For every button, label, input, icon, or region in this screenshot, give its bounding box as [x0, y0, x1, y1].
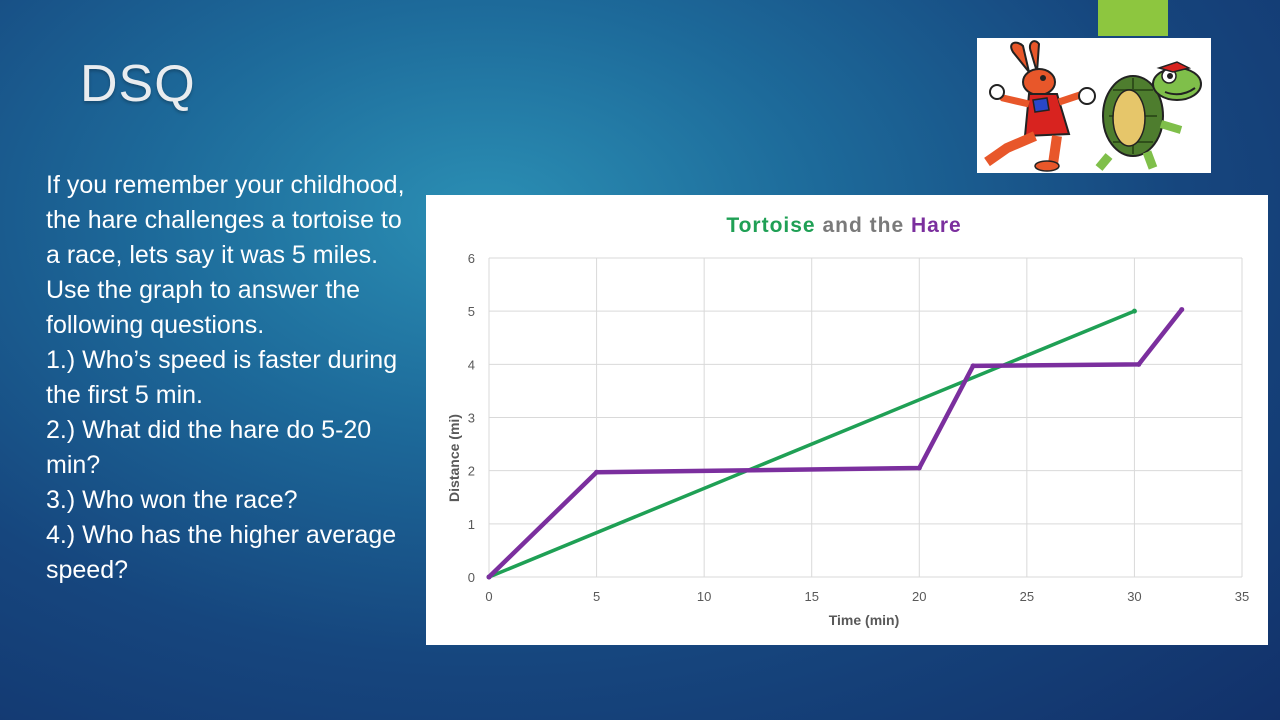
x-tick-label: 5 — [593, 589, 600, 604]
hare-data-point — [1136, 361, 1142, 367]
y-axis-label: Distance (mi) — [446, 414, 462, 502]
x-tick-label: 10 — [697, 589, 711, 604]
y-tick-label: 6 — [468, 251, 475, 266]
x-tick-label: 25 — [1020, 589, 1034, 604]
y-tick-label: 0 — [468, 570, 475, 585]
hare-data-point — [970, 363, 976, 369]
question-text: If you remember your childhood, the hare… — [46, 168, 416, 588]
y-tick-label: 5 — [468, 304, 475, 319]
y-tick-label: 4 — [468, 357, 475, 372]
x-tick-label: 0 — [485, 589, 492, 604]
chart-title: Tortoise and the Hare — [726, 214, 961, 237]
tortoise-series-line — [487, 309, 1137, 579]
line-chart: Tortoise and the Hare 0 5 10 15 20 25 30 350123… — [446, 214, 1249, 628]
tortoise-icon — [1095, 61, 1202, 171]
accent-bar — [1098, 0, 1168, 36]
y-tick-label: 3 — [468, 411, 475, 426]
chart-title-part-2: and the — [816, 214, 911, 237]
x-tick-label: 30 — [1127, 589, 1141, 604]
chart-panel: Tortoise and the Hare 0 5 10 15 20 25 30 35 0 1 2 3… — [426, 195, 1268, 645]
hare-data-point — [916, 465, 922, 471]
data-series — [486, 307, 1185, 580]
x-tick-label: 15 — [804, 589, 818, 604]
intro-paragraph: If you remember your childhood, the hare… — [46, 171, 405, 339]
hare-series-line — [486, 307, 1185, 580]
hare-icon — [984, 40, 1096, 172]
tick-labels: 0 5 10 15 20 25 30 35 0 1 2 3 4 5 6 — [468, 251, 1249, 604]
question-1: 1.) Who’s speed is faster during the fir… — [46, 346, 398, 409]
hare-data-point — [594, 469, 600, 475]
question-3: 3.) Who won the race? — [46, 486, 298, 514]
chart-title-part-1: Tortoise — [726, 214, 815, 237]
hare-data-point — [486, 574, 492, 580]
x-tick-label: 20 — [912, 589, 926, 604]
y-tick-label: 1 — [468, 517, 475, 532]
x-tick-label: 35 — [1235, 589, 1249, 604]
slide-title: DSQ — [80, 55, 196, 113]
question-4: 4.) Who has the higher average speed? — [46, 521, 397, 584]
hare-and-tortoise-picture — [977, 38, 1211, 173]
x-axis-label: Time (min) — [829, 612, 900, 628]
hare-data-point — [1179, 307, 1185, 313]
tortoise-data-point — [1131, 308, 1137, 314]
hare-tortoise-illustration — [984, 40, 1202, 172]
question-2: 2.) What did the hare do 5-20 min? — [46, 416, 372, 479]
y-tick-label: 2 — [468, 464, 475, 479]
chart-title-part-3: Hare — [911, 214, 962, 237]
